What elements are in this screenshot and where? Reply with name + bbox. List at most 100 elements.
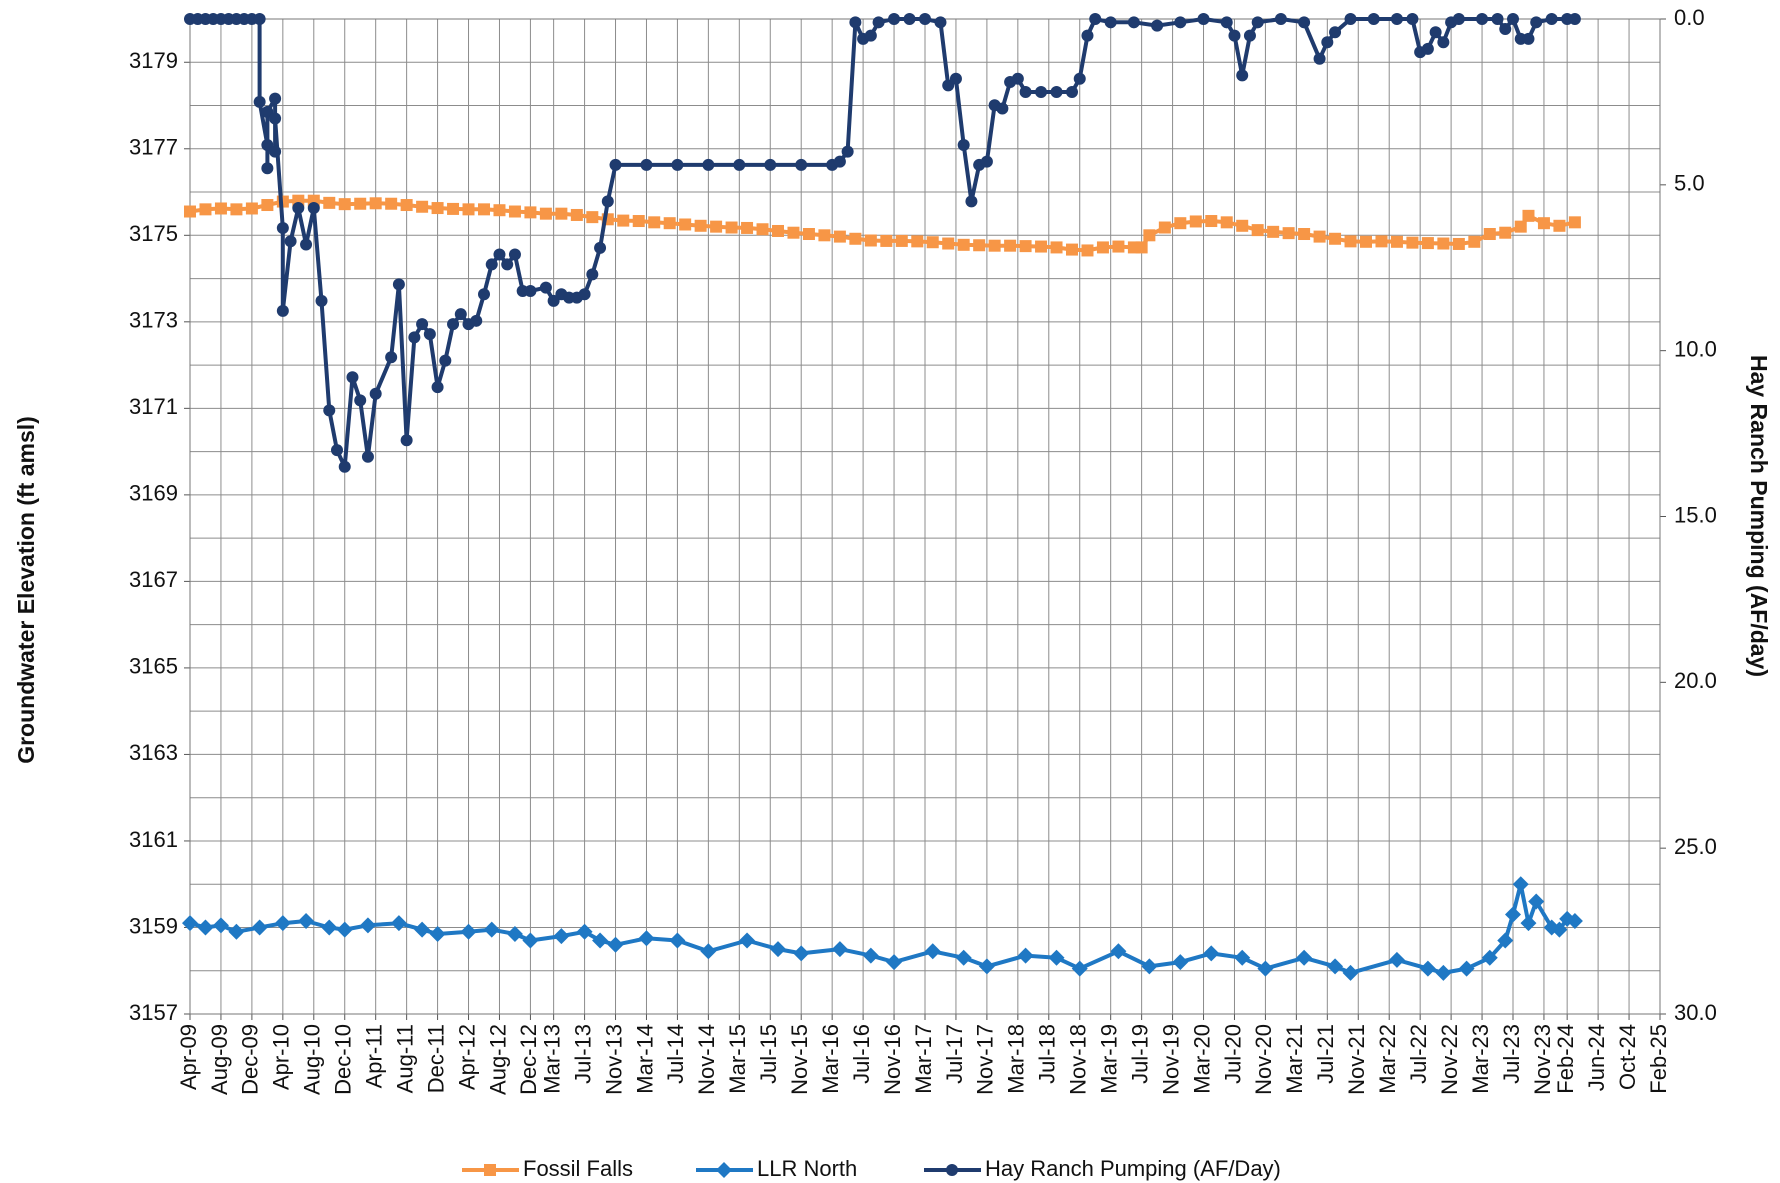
marker (640, 158, 653, 171)
y-tick-label: 3157 (129, 1000, 178, 1025)
marker (903, 13, 916, 25)
x-tick-label: Jul-21 (1313, 1024, 1338, 1084)
marker (570, 208, 583, 221)
marker (522, 932, 539, 949)
marker (400, 199, 413, 212)
marker (592, 932, 609, 949)
x-tick-label: Jul-15 (756, 1024, 781, 1084)
marker (524, 206, 537, 219)
marker (978, 958, 995, 975)
x-tick-label: Mar-23 (1468, 1024, 1493, 1094)
marker (1551, 921, 1568, 938)
x-tick-label: Jul-14 (663, 1024, 688, 1084)
marker (1081, 29, 1094, 42)
marker (1298, 228, 1311, 241)
marker (831, 941, 848, 958)
x-tick-label: Jul-20 (1220, 1024, 1245, 1084)
marker (949, 72, 962, 85)
x-tick-label: Jul-18 (1035, 1024, 1060, 1084)
y-tick-label: 3165 (129, 654, 178, 679)
legend-label: Hay Ranch Pumping (AF/Day) (985, 1156, 1281, 1181)
y-tick-label: 3163 (129, 740, 178, 765)
x-tick-label: Dec-12 (516, 1024, 541, 1095)
x-tick-label: Jul-17 (942, 1024, 967, 1084)
marker (1104, 16, 1117, 29)
y-axis-title: Groundwater Elevation (ft amsl) (13, 416, 39, 764)
marker (1141, 958, 1158, 975)
x-tick-label: Apr-10 (269, 1024, 294, 1090)
x-tick-label: Apr-09 (176, 1024, 201, 1090)
x-tick-label: Nov-16 (880, 1024, 905, 1095)
marker (1267, 225, 1280, 238)
marker (1437, 237, 1450, 250)
marker (1274, 13, 1287, 25)
x-tick-label: Aug-11 (392, 1024, 417, 1093)
marker (1135, 241, 1148, 254)
marker (369, 197, 382, 210)
marker (276, 221, 289, 234)
marker (199, 203, 212, 216)
marker (1476, 13, 1489, 25)
marker (284, 235, 297, 248)
marker (245, 202, 258, 215)
marker (864, 234, 877, 247)
marker (955, 949, 972, 966)
marker (1507, 13, 1519, 25)
marker (1158, 221, 1171, 234)
marker (212, 917, 229, 934)
marker (1528, 893, 1545, 910)
x-tick-label: Aug-09 (207, 1024, 232, 1095)
marker (607, 936, 624, 953)
marker (1174, 16, 1187, 29)
marker (331, 444, 343, 457)
marker (1499, 22, 1512, 35)
marker (269, 145, 282, 158)
marker (988, 239, 1001, 252)
marker (1419, 960, 1436, 977)
marker (576, 923, 593, 940)
marker (648, 216, 661, 229)
marker (408, 331, 421, 344)
x-tick-label: Mar-15 (725, 1024, 750, 1094)
marker (184, 205, 196, 218)
x-tick-label: Mar-16 (818, 1024, 843, 1094)
marker (1143, 229, 1156, 242)
legend-item: Fossil Falls (462, 1156, 633, 1181)
marker (996, 102, 1009, 115)
y-tick-label: 3159 (129, 913, 178, 938)
x-tick-label: Nov-23 (1530, 1024, 1555, 1095)
y-tick-label: 3173 (129, 308, 178, 333)
marker (1189, 215, 1202, 228)
marker (1035, 240, 1048, 253)
marker (1458, 960, 1475, 977)
marker (924, 943, 941, 960)
marker (1071, 960, 1088, 977)
x-tick-label: Mar-17 (911, 1024, 936, 1094)
marker (980, 155, 993, 168)
marker (1257, 960, 1274, 977)
x-tick-label: Feb-24 (1553, 1024, 1578, 1094)
marker (338, 198, 351, 211)
series (184, 13, 1581, 473)
marker (638, 930, 655, 947)
x-tick-label: Nov-18 (1066, 1024, 1091, 1095)
marker (214, 202, 227, 215)
x-tick-label: Nov-19 (1158, 1024, 1183, 1095)
marker (671, 158, 684, 171)
x-tick-label: Mar-14 (632, 1024, 657, 1094)
marker (1172, 954, 1189, 971)
marker (741, 221, 754, 234)
marker (197, 919, 214, 936)
marker (359, 917, 376, 934)
marker (1514, 220, 1527, 233)
marker (700, 943, 717, 960)
marker (501, 258, 514, 271)
marker (833, 230, 846, 243)
marker (1406, 13, 1419, 25)
marker (269, 112, 282, 125)
marker (539, 281, 552, 294)
marker (1497, 932, 1514, 949)
y2-axis-title: Hay Ranch Pumping (AF/day) (1746, 355, 1772, 677)
marker (802, 228, 815, 241)
